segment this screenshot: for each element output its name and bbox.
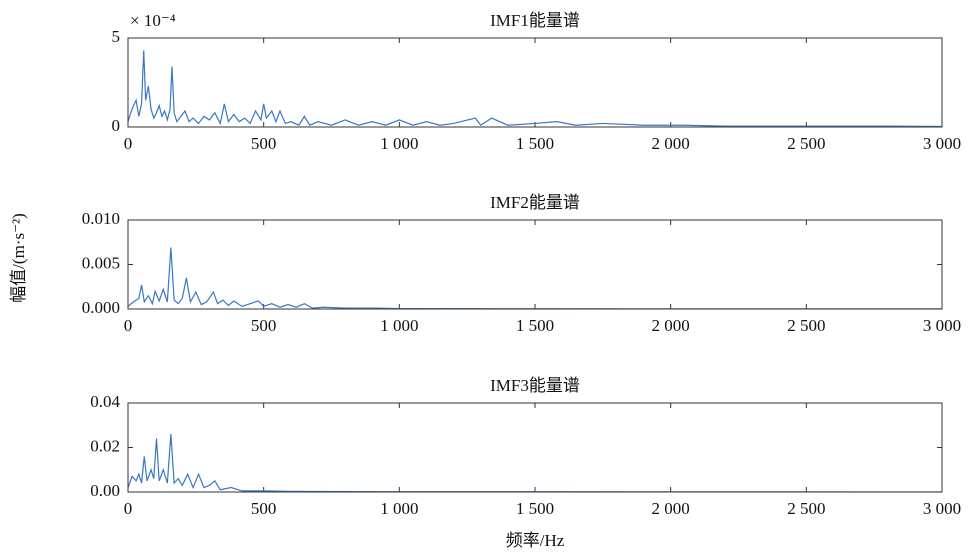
x-tick-label: 500 [251, 134, 277, 153]
x-tick-label: 2 000 [652, 316, 690, 335]
y-tick-label: 0.010 [82, 209, 120, 228]
panel-title: IMF3能量谱 [490, 376, 580, 395]
y-tick-label: 5 [112, 27, 121, 46]
x-tick-label: 0 [124, 499, 133, 518]
y-axis-label: 幅值/(m·s⁻²) [9, 213, 28, 303]
y-tick-label: 0.00 [90, 481, 120, 500]
x-tick-label: 2 500 [787, 134, 825, 153]
y-multiplier: × 10⁻⁴ [130, 11, 176, 30]
x-tick-label: 1 000 [380, 499, 418, 518]
x-axis-label: 频率/Hz [506, 531, 565, 550]
x-tick-label: 3 000 [923, 316, 961, 335]
x-tick-label: 1 500 [516, 316, 554, 335]
y-tick-label: 0.005 [82, 253, 120, 272]
panel-title: IMF1能量谱 [490, 11, 580, 30]
axes-frame [127, 402, 943, 493]
axes-frame [127, 37, 943, 128]
x-tick-label: 2 000 [652, 499, 690, 518]
y-tick-label: 0.04 [90, 392, 120, 411]
x-tick-label: 1 000 [380, 316, 418, 335]
axes-frame [127, 219, 943, 310]
x-tick-label: 500 [251, 499, 277, 518]
x-tick-label: 2 500 [787, 316, 825, 335]
x-tick-label: 3 000 [923, 499, 961, 518]
x-tick-label: 1 500 [516, 134, 554, 153]
y-tick-label: 0.02 [90, 436, 120, 455]
x-tick-label: 1 500 [516, 499, 554, 518]
x-tick-label: 3 000 [923, 134, 961, 153]
panel-title: IMF2能量谱 [490, 193, 580, 212]
x-tick-label: 0 [124, 316, 133, 335]
spectrum-line [127, 50, 943, 128]
x-tick-label: 500 [251, 316, 277, 335]
spectrum-line [127, 434, 943, 493]
y-tick-label: 0 [112, 116, 121, 135]
x-tick-label: 1 000 [380, 134, 418, 153]
y-tick-label: 0.000 [82, 298, 120, 317]
x-tick-label: 2 500 [787, 499, 825, 518]
spectrum-line [127, 247, 943, 310]
x-tick-label: 0 [124, 134, 133, 153]
x-tick-label: 2 000 [652, 134, 690, 153]
